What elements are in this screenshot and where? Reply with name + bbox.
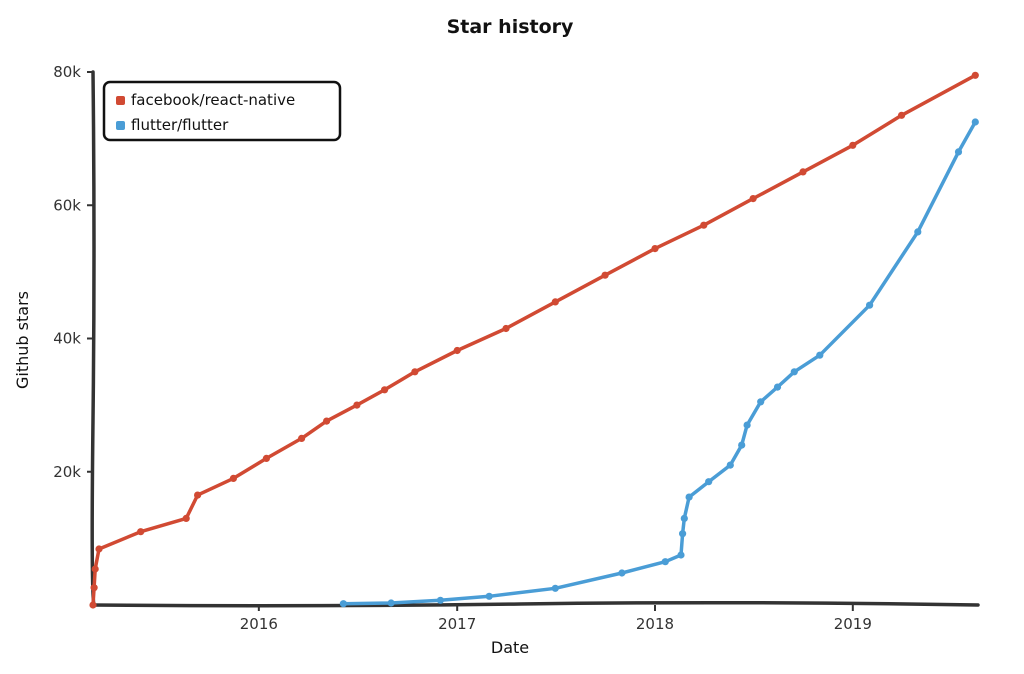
y-tick-label: 20k — [53, 463, 81, 481]
data-point-facebook-react-native — [453, 346, 461, 355]
data-point-flutter-flutter — [738, 441, 746, 449]
x-tick-label: 2017 — [438, 615, 476, 633]
data-point-flutter-flutter — [971, 118, 979, 126]
y-axis-line — [90, 70, 96, 608]
series-line-flutter-flutter — [341, 120, 978, 606]
data-point-facebook-react-native — [700, 221, 708, 229]
x-axis-line — [90, 600, 980, 608]
data-point-facebook-react-native — [799, 168, 807, 176]
data-point-flutter-flutter — [790, 368, 798, 376]
data-point-facebook-react-native — [137, 528, 145, 536]
y-tick-label: 80k — [53, 63, 81, 81]
data-point-flutter-flutter — [685, 493, 693, 501]
data-point-facebook-react-native — [381, 386, 389, 394]
data-point-facebook-react-native — [411, 368, 419, 376]
x-tick-labels: 2016 2017 2018 2019 — [240, 605, 872, 633]
data-point-facebook-react-native — [95, 545, 103, 553]
data-point-facebook-react-native — [182, 514, 190, 523]
data-point-facebook-react-native — [90, 584, 98, 592]
data-point-facebook-react-native — [353, 401, 361, 409]
x-tick-label: 2016 — [240, 615, 278, 633]
data-point-flutter-flutter — [618, 569, 626, 577]
legend: facebook/react-native flutter/flutter — [102, 80, 342, 142]
data-point-facebook-react-native — [601, 271, 609, 279]
data-point-flutter-flutter — [661, 558, 669, 566]
legend-label-flutter: flutter/flutter — [131, 116, 229, 134]
data-point-facebook-react-native — [749, 195, 757, 203]
data-point-flutter-flutter — [436, 596, 444, 604]
y-tick-label: 60k — [53, 196, 81, 214]
series-layer — [89, 71, 979, 609]
legend-swatch-flutter — [116, 121, 125, 130]
data-point-facebook-react-native — [298, 434, 306, 442]
data-point-facebook-react-native — [651, 245, 659, 253]
x-tick-label: 2018 — [636, 615, 674, 633]
data-point-facebook-react-native — [262, 454, 270, 462]
data-point-flutter-flutter — [485, 592, 493, 600]
legend-box — [102, 80, 342, 142]
data-point-flutter-flutter — [914, 228, 922, 236]
y-tick-label: 40k — [53, 330, 81, 348]
data-point-facebook-react-native — [502, 324, 510, 333]
data-point-flutter-flutter — [816, 351, 824, 359]
y-axis-label: Github stars — [13, 291, 32, 389]
x-tick-label: 2019 — [834, 615, 872, 633]
data-point-facebook-react-native — [89, 601, 97, 609]
data-point-facebook-react-native — [323, 417, 331, 425]
data-point-facebook-react-native — [898, 111, 906, 119]
y-tick-labels: 20k 40k 60k 80k — [53, 63, 93, 481]
chart-title: Star history — [447, 16, 574, 38]
data-point-flutter-flutter — [339, 600, 347, 608]
data-point-flutter-flutter — [743, 421, 751, 429]
data-point-facebook-react-native — [229, 474, 237, 482]
data-point-flutter-flutter — [387, 599, 395, 607]
legend-swatch-react-native — [116, 96, 125, 105]
data-point-flutter-flutter — [680, 514, 688, 523]
legend-label-react-native: facebook/react-native — [131, 91, 295, 109]
data-point-flutter-flutter — [773, 383, 782, 391]
data-point-facebook-react-native — [194, 491, 202, 499]
data-point-flutter-flutter — [679, 530, 687, 538]
series-line-facebook-react-native — [91, 73, 978, 607]
data-point-flutter-flutter — [757, 398, 765, 406]
data-point-flutter-flutter — [954, 148, 963, 156]
data-point-flutter-flutter — [551, 584, 559, 592]
data-point-facebook-react-native — [551, 298, 559, 306]
data-point-facebook-react-native — [849, 141, 857, 149]
data-point-facebook-react-native — [91, 565, 99, 573]
data-point-flutter-flutter — [677, 551, 685, 559]
x-axis-label: Date — [491, 638, 529, 657]
data-point-flutter-flutter — [705, 478, 713, 486]
data-point-flutter-flutter — [726, 461, 734, 469]
data-point-flutter-flutter — [866, 301, 874, 309]
data-point-facebook-react-native — [971, 71, 979, 79]
